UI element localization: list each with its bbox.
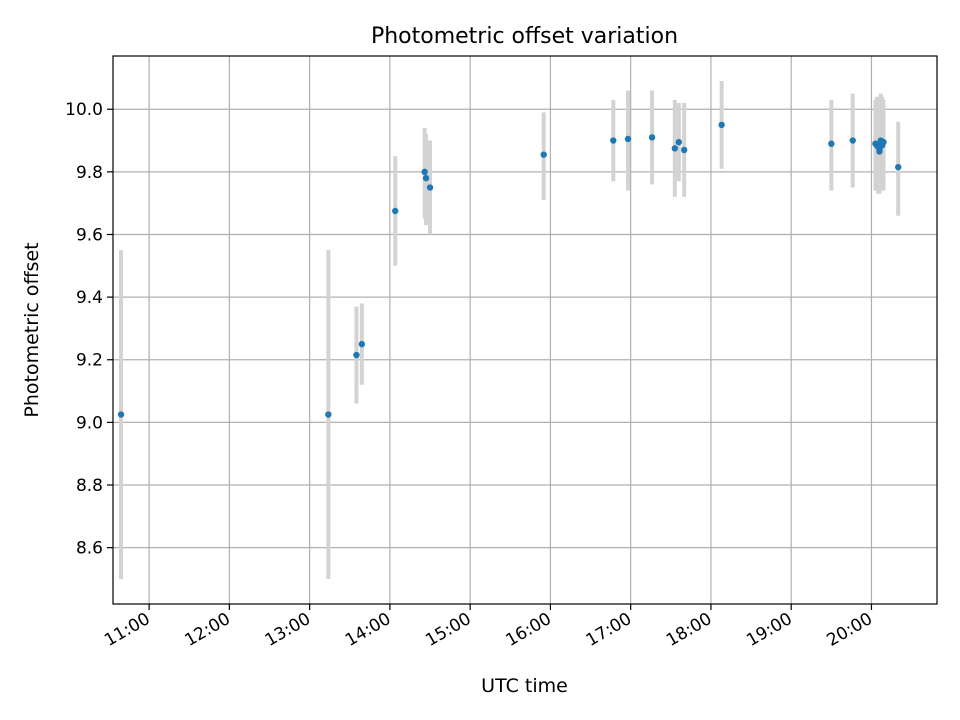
- data-point: [426, 184, 434, 191]
- y-tick-label: 8.8: [76, 476, 103, 496]
- y-tick-label: 9.4: [76, 288, 103, 308]
- x-tick-label: 14:00: [342, 609, 394, 651]
- x-tick-label: 16:00: [502, 609, 554, 651]
- data-point: [353, 351, 360, 359]
- x-tick-label: 17:00: [583, 609, 635, 651]
- y-axis-ticks: 8.6 8.8 9.0 9.2 9.4 9.6 9.8 10.0: [65, 100, 113, 559]
- y-tick-label: 8.6: [76, 539, 103, 559]
- x-tick-label: 11:00: [101, 609, 153, 651]
- x-tick-label: 12:00: [181, 609, 233, 651]
- data-point: [325, 411, 332, 418]
- y-tick-label: 9.0: [76, 413, 103, 433]
- x-tick-label: 18:00: [663, 609, 715, 651]
- data-point: [358, 340, 366, 348]
- data-point: [392, 207, 399, 215]
- data-point: [421, 168, 428, 176]
- error-bars: [119, 81, 901, 579]
- y-tick-label: 9.2: [76, 351, 103, 371]
- x-tick-label: 13:00: [262, 609, 314, 651]
- data-point: [422, 174, 430, 182]
- data-point: [680, 146, 688, 154]
- data-point: [624, 135, 632, 143]
- y-tick-label: 9.8: [76, 163, 103, 183]
- data-point: [610, 137, 617, 144]
- data-point: [675, 138, 683, 146]
- y-tick-label: 9.6: [76, 225, 103, 245]
- data-point: [895, 163, 902, 171]
- data-point: [671, 145, 679, 152]
- x-axis-label: UTC time: [481, 675, 568, 697]
- chart-title: Photometric offset variation: [371, 24, 678, 49]
- data-point: [540, 151, 547, 158]
- x-tick-label: 19:00: [743, 609, 795, 651]
- x-tick-label: 20:00: [824, 609, 876, 651]
- x-tick-label: 15:00: [422, 609, 474, 651]
- data-points: [117, 121, 902, 418]
- data-point: [828, 140, 835, 147]
- data-point: [718, 121, 725, 129]
- x-axis-ticks: 11:00 12:00 13:00 14:00 15:00 16:00 17:00 18:00…: [101, 604, 876, 651]
- data-point: [880, 138, 887, 146]
- plot-frame: [112, 55, 938, 605]
- data-point: [849, 137, 856, 144]
- y-tick-label: 10.0: [65, 100, 103, 120]
- data-point: [117, 411, 125, 418]
- y-axis-label: Photometric offset: [21, 242, 43, 417]
- grid: [113, 56, 937, 604]
- data-point: [648, 134, 656, 141]
